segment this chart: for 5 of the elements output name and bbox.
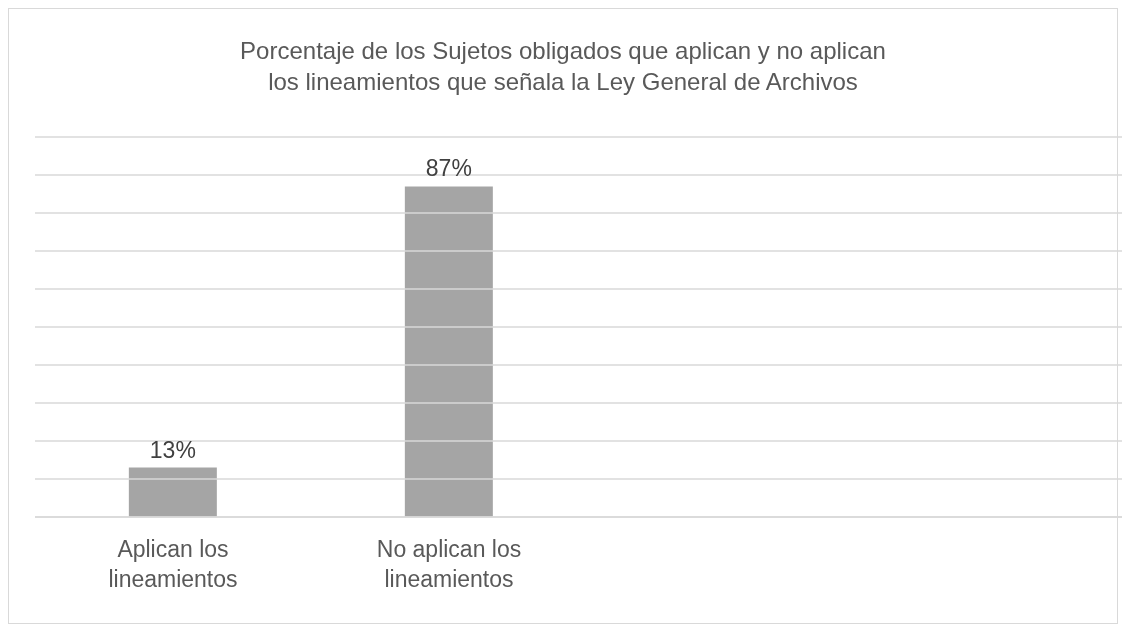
x-tick-label: Aplican los lineamientos — [108, 536, 238, 592]
data-label: 87% — [425, 155, 472, 182]
chart-title: Porcentaje de los Sujetos obligados que aplican y no aplican los lineamientos que señala la Ley General de Archivos — [239, 36, 887, 97]
data-label: 13% — [149, 436, 196, 463]
x-tick-label: No aplican los lineamientos — [376, 536, 522, 592]
